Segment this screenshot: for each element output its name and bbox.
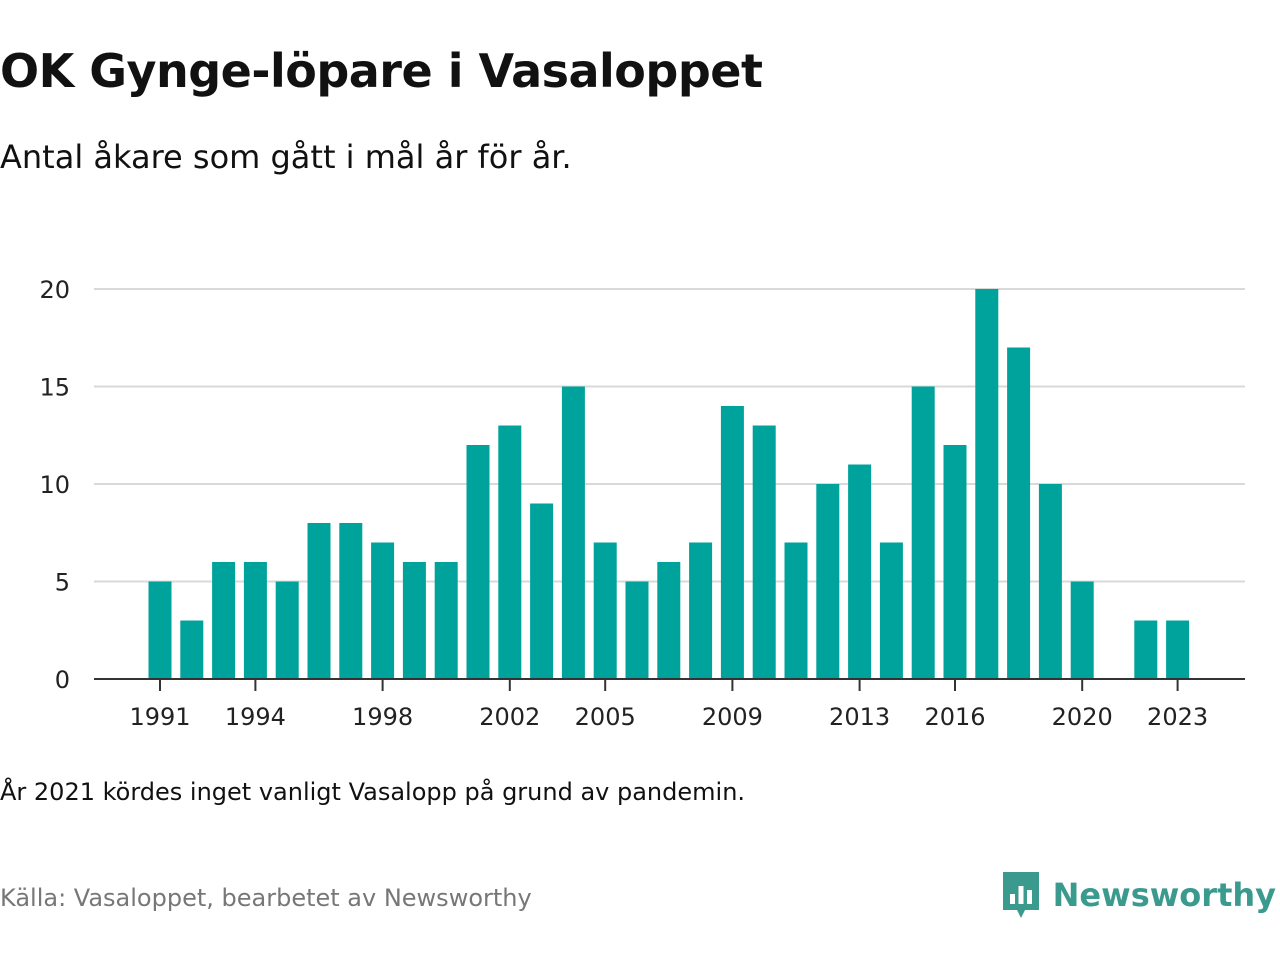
bar-2003 [530,503,554,679]
x-tick-label: 2023 [1147,703,1208,731]
bar-chart: 0 5 10 15 20 1991 1994 1998 2002 2005 2009 2013 2016… [39,276,1245,731]
bar-1993 [212,562,236,679]
bar-2007 [657,562,681,679]
x-tick-label: 2009 [702,703,763,731]
bar-2020 [1070,581,1094,679]
bar-2010 [752,425,776,679]
bar-2002 [498,425,522,679]
bar-1999 [402,562,426,679]
bar-1991 [148,581,172,679]
bar-2014 [879,542,903,679]
y-tick-label: 0 [55,666,70,694]
bar-1998 [371,542,395,679]
bar-2009 [720,406,744,679]
bar-2016 [943,445,967,679]
x-tick-label: 1991 [129,703,190,731]
bar-2011 [784,542,808,679]
chart-title: OK Gynge-löpare i Vasaloppet [0,44,763,98]
bar-1997 [339,523,363,679]
brand-name: Newsworthy [1052,876,1276,914]
bar-2015 [911,386,935,679]
bar-2022 [1134,620,1158,679]
bar-1992 [180,620,204,679]
source-text: Källa: Vasaloppet, bearbetet av Newswort… [0,884,532,912]
x-tick-label: 1998 [352,703,413,731]
bar-2017 [975,289,999,679]
bar-2012 [816,484,840,679]
x-tick-label: 2002 [479,703,540,731]
x-tick-label: 2016 [924,703,985,731]
brand-logo: Newsworthy [1001,870,1276,920]
bar-2013 [848,464,872,679]
bar-2006 [625,581,649,679]
x-tick-label: 1994 [225,703,286,731]
bar-1996 [307,523,331,679]
bar-2018 [1007,347,1031,679]
x-tick-label: 2013 [829,703,890,731]
newsworthy-logo-icon [1002,872,1039,918]
bar-2001 [466,445,490,679]
bar-2008 [689,542,713,679]
bar-2023 [1166,620,1190,679]
y-tick-label: 20 [39,276,70,304]
bar-1995 [275,581,299,679]
bar-2000 [434,562,458,679]
bar-2004 [561,386,585,679]
bar-2019 [1038,484,1062,679]
x-tick-label: 2020 [1052,703,1113,731]
bar-1994 [243,562,267,679]
x-tick-label: 2005 [575,703,636,731]
y-tick-label: 15 [39,374,70,402]
chart-subtitle: Antal åkare som gått i mål år för år. [0,138,572,176]
chart-note: År 2021 kördes inget vanligt Vasalopp på… [0,778,746,806]
y-tick-label: 10 [39,471,70,499]
bar-2005 [593,542,617,679]
y-tick-label: 5 [55,569,70,597]
